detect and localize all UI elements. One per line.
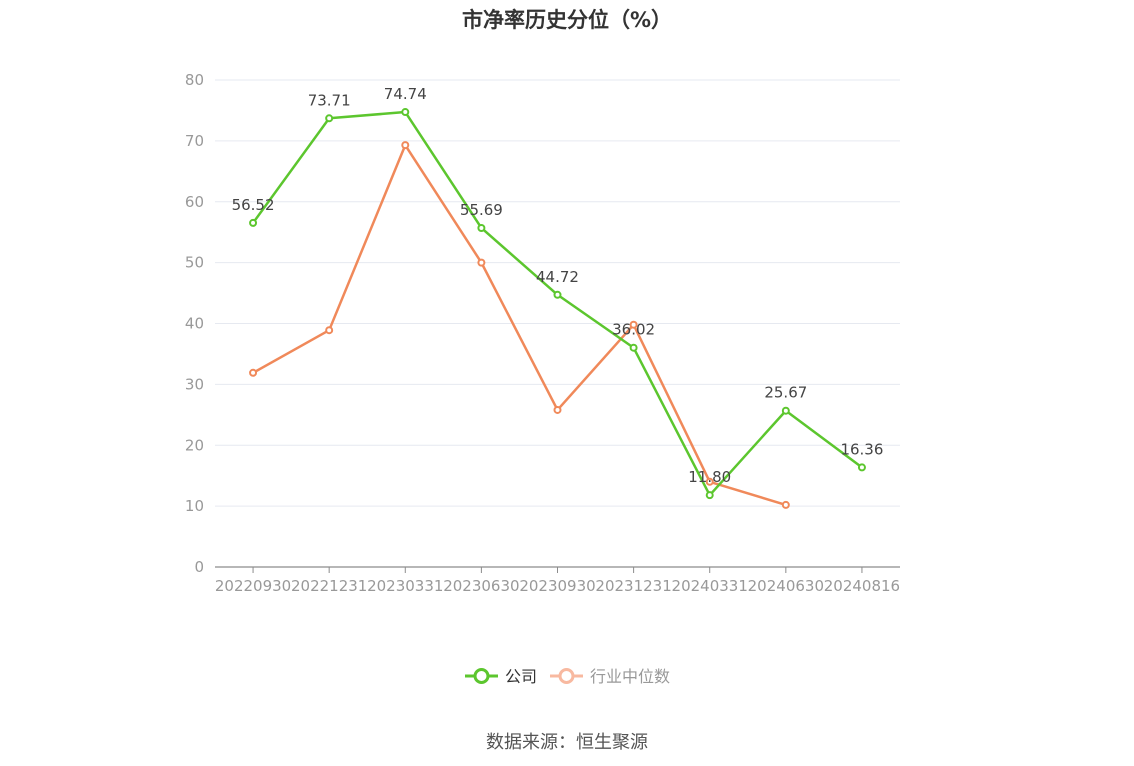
data-point bbox=[781, 406, 790, 415]
series-line bbox=[252, 143, 787, 507]
y-tick-label: 0 bbox=[194, 558, 204, 576]
chart-title: 市净率历史分位（%） bbox=[461, 8, 673, 32]
data-point bbox=[553, 290, 562, 299]
data-labels: 56.52 73.71 74.74 55.69 44.72 36.02 11.80 25.67… bbox=[232, 85, 884, 486]
y-tick-label: 80 bbox=[185, 71, 204, 89]
data-label: 55.69 bbox=[460, 201, 503, 219]
x-tick-label: 20230930 bbox=[519, 577, 595, 595]
legend: 公司 行业中位数 bbox=[465, 667, 670, 686]
data-point bbox=[249, 368, 258, 377]
data-point bbox=[401, 141, 410, 150]
data-point bbox=[553, 405, 562, 414]
y-tick-label: 20 bbox=[185, 436, 204, 454]
axes: 0 10 20 30 40 50 60 70 80 20220930 20221231 2023033… bbox=[185, 71, 900, 595]
x-tick-label: 20240331 bbox=[672, 577, 748, 595]
data-label: 73.71 bbox=[308, 91, 351, 109]
y-tick-label: 50 bbox=[185, 254, 204, 272]
data-point bbox=[249, 218, 258, 227]
x-tick-label: 20240816 bbox=[824, 577, 900, 595]
data-label: 44.72 bbox=[536, 268, 579, 286]
data-point bbox=[477, 258, 486, 267]
legend-label: 行业中位数 bbox=[590, 667, 670, 686]
data-point bbox=[705, 477, 714, 486]
data-label: 36.02 bbox=[612, 321, 655, 339]
data-point bbox=[629, 320, 638, 329]
x-tick-label: 20230630 bbox=[443, 577, 519, 595]
data-point bbox=[629, 343, 638, 352]
y-tick-label: 10 bbox=[185, 497, 204, 515]
x-tick-label: 20231231 bbox=[595, 577, 671, 595]
legend-marker-icon bbox=[473, 668, 490, 684]
line-chart: 0 10 20 30 40 50 60 70 80 20220930 20221231 2023033… bbox=[185, 71, 900, 686]
y-tick-label: 60 bbox=[185, 193, 204, 211]
data-label: 25.67 bbox=[764, 384, 807, 402]
data-point bbox=[477, 223, 486, 232]
data-point bbox=[781, 500, 790, 509]
y-tick-label: 40 bbox=[185, 315, 204, 333]
legend-item[interactable]: 行业中位数 bbox=[550, 667, 670, 686]
data-point bbox=[705, 491, 714, 500]
x-tick-label: 20240630 bbox=[748, 577, 824, 595]
legend-marker-icon bbox=[558, 668, 575, 684]
data-label: 11.80 bbox=[688, 468, 731, 486]
data-point bbox=[857, 463, 866, 472]
x-tick-label: 20220930 bbox=[215, 577, 291, 595]
data-label: 74.74 bbox=[384, 85, 427, 103]
data-source-note: 数据来源：恒生聚源 bbox=[486, 732, 648, 753]
data-point bbox=[401, 108, 410, 117]
data-point bbox=[325, 114, 334, 123]
legend-label: 公司 bbox=[505, 667, 537, 686]
data-point bbox=[325, 326, 334, 335]
x-tick-label: 20230331 bbox=[367, 577, 443, 595]
data-label: 16.36 bbox=[840, 440, 883, 458]
grid-lines bbox=[215, 79, 900, 507]
data-label: 56.52 bbox=[232, 196, 275, 214]
y-tick-label: 30 bbox=[185, 375, 204, 393]
series-layer bbox=[249, 108, 866, 509]
y-tick-label: 70 bbox=[185, 132, 204, 150]
x-tick-label: 20221231 bbox=[291, 577, 367, 595]
legend-item[interactable]: 公司 bbox=[465, 667, 537, 686]
series-line bbox=[252, 110, 863, 497]
